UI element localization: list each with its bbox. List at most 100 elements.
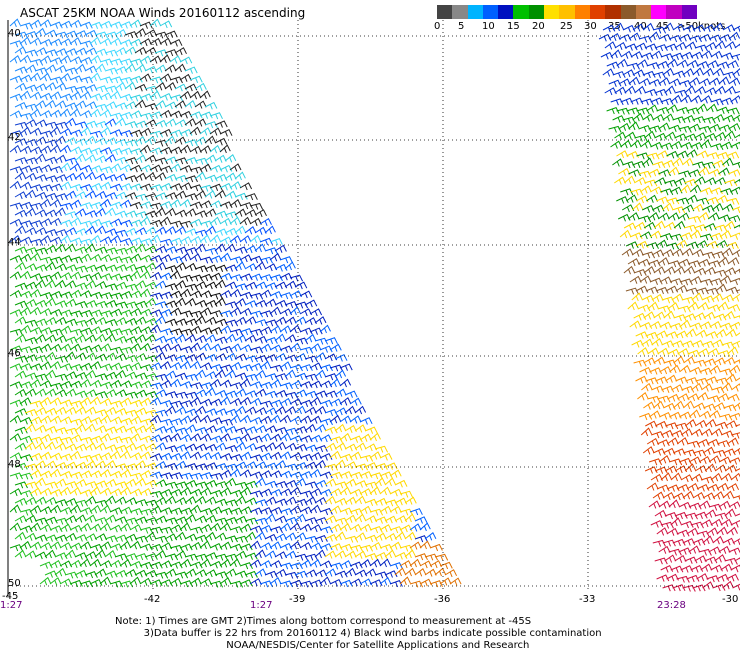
wind-barb bbox=[40, 578, 51, 586]
wind-barb bbox=[345, 536, 358, 542]
wind-barb bbox=[50, 453, 62, 460]
wind-barb bbox=[684, 225, 697, 231]
wind-barb bbox=[35, 193, 47, 200]
wind-barb bbox=[220, 219, 231, 226]
wind-barb bbox=[649, 80, 661, 87]
wind-barb bbox=[651, 143, 663, 150]
wind-barb bbox=[140, 271, 151, 279]
wind-barb bbox=[618, 215, 630, 222]
wind-barb bbox=[65, 265, 77, 272]
wind-barb bbox=[125, 392, 138, 398]
wind-barb bbox=[240, 183, 252, 190]
wind-barb bbox=[195, 101, 206, 108]
wind-barb bbox=[636, 196, 648, 203]
wind-barb bbox=[50, 526, 62, 533]
wind-barb bbox=[220, 523, 231, 531]
wind-barb bbox=[295, 282, 307, 289]
wind-barb bbox=[350, 525, 361, 532]
wind-barb bbox=[40, 309, 52, 316]
wind-barb bbox=[210, 146, 221, 154]
wind-barb bbox=[165, 83, 176, 91]
wind-barb bbox=[677, 60, 688, 67]
wind-barb bbox=[20, 146, 31, 153]
wind-barb bbox=[335, 551, 346, 558]
wind-barb bbox=[687, 61, 699, 68]
wind-barb bbox=[270, 365, 283, 371]
wind-barb bbox=[85, 407, 96, 414]
wind-barb bbox=[10, 523, 21, 531]
wind-barb bbox=[25, 373, 37, 380]
wind-barb bbox=[195, 497, 206, 505]
wind-barb bbox=[697, 62, 709, 69]
wind-barb bbox=[260, 219, 272, 226]
wind-barb bbox=[719, 414, 732, 420]
wind-barb bbox=[150, 580, 162, 587]
wind-barb bbox=[255, 210, 267, 217]
wind-barb bbox=[150, 472, 162, 479]
wind-barb bbox=[725, 559, 738, 565]
wind-barb bbox=[270, 292, 282, 299]
wind-barb bbox=[230, 559, 240, 567]
wind-barb bbox=[35, 497, 46, 504]
wind-barb bbox=[700, 188, 712, 195]
wind-barb bbox=[320, 472, 332, 479]
lat-label-48: 48 bbox=[8, 459, 21, 470]
wind-barb bbox=[10, 329, 23, 335]
wind-barb bbox=[734, 178, 740, 185]
wind-barb bbox=[400, 577, 410, 585]
wind-barb bbox=[55, 318, 66, 325]
wind-barb bbox=[305, 356, 318, 362]
wind-barb bbox=[687, 441, 700, 447]
wind-barb bbox=[10, 364, 22, 371]
wind-barb bbox=[615, 43, 627, 50]
wind-barb bbox=[80, 92, 91, 99]
wind-barb bbox=[694, 360, 707, 366]
wind-barb bbox=[90, 236, 101, 244]
wind-barb bbox=[115, 354, 127, 361]
wind-barb bbox=[609, 127, 622, 133]
wind-barb bbox=[50, 398, 61, 405]
wind-barb bbox=[290, 275, 303, 281]
wind-barb bbox=[190, 147, 201, 154]
wind-barb bbox=[115, 390, 127, 397]
time-label-center: 1:27 bbox=[250, 600, 272, 611]
wind-barb bbox=[50, 310, 62, 317]
lat-label-40: 40 bbox=[8, 28, 21, 39]
wind-barb bbox=[15, 516, 27, 523]
wind-barb bbox=[140, 579, 151, 586]
wind-barb bbox=[627, 152, 639, 159]
wind-barb bbox=[70, 164, 81, 172]
wind-barb bbox=[693, 493, 705, 500]
wind-barb bbox=[170, 345, 181, 352]
wind-barb bbox=[120, 381, 132, 388]
wind-barb bbox=[55, 374, 68, 380]
wind-barb bbox=[160, 419, 173, 425]
wind-barb bbox=[175, 407, 186, 414]
wind-barb bbox=[95, 174, 107, 181]
wind-barb bbox=[15, 47, 26, 54]
wind-barb bbox=[250, 219, 261, 226]
wind-barb bbox=[125, 427, 137, 434]
wind-barb bbox=[630, 321, 641, 328]
wind-barb bbox=[695, 45, 708, 51]
wind-barb bbox=[265, 264, 277, 271]
wind-barb bbox=[681, 475, 693, 482]
wind-barb bbox=[696, 330, 707, 337]
wind-barb bbox=[30, 506, 41, 514]
wind-barb bbox=[320, 544, 332, 551]
wind-barb bbox=[45, 461, 56, 468]
wind-barb bbox=[50, 490, 62, 497]
wind-barb bbox=[345, 462, 357, 469]
wind-barb bbox=[245, 407, 256, 414]
wind-barb bbox=[644, 180, 657, 186]
wind-barb bbox=[85, 102, 97, 109]
wind-barb bbox=[638, 348, 649, 355]
wind-barb bbox=[45, 370, 56, 378]
wind-barb bbox=[110, 417, 122, 424]
wind-barb bbox=[691, 429, 702, 436]
wind-barb bbox=[350, 398, 361, 405]
wind-barb bbox=[245, 532, 256, 540]
wind-barb bbox=[145, 30, 157, 37]
wind-barb bbox=[15, 173, 26, 181]
wind-barb bbox=[643, 114, 654, 121]
